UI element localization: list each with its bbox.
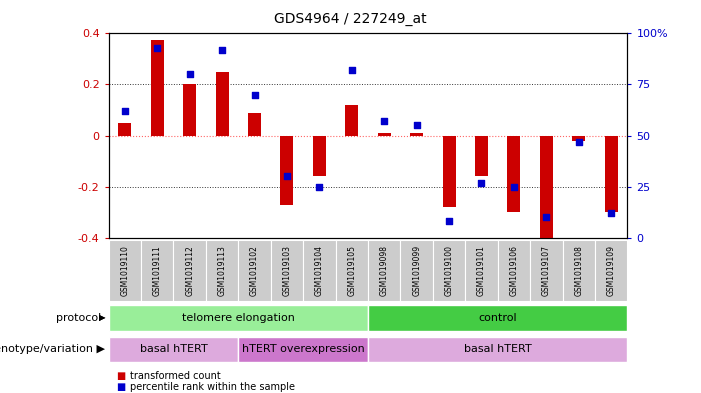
Text: GSM1019104: GSM1019104 <box>315 245 324 296</box>
Point <box>379 118 390 125</box>
Bar <box>313 136 326 176</box>
Bar <box>206 240 238 301</box>
Bar <box>238 337 368 362</box>
Text: percentile rank within the sample: percentile rank within the sample <box>130 382 294 392</box>
Point <box>444 218 455 224</box>
Point <box>217 47 228 53</box>
Bar <box>183 84 196 136</box>
Bar <box>368 337 627 362</box>
Point <box>346 67 358 73</box>
Bar <box>605 136 618 212</box>
Bar <box>433 240 465 301</box>
Bar <box>562 240 595 301</box>
Text: GSM1019103: GSM1019103 <box>283 245 292 296</box>
Text: GSM1019109: GSM1019109 <box>606 245 615 296</box>
Text: ■: ■ <box>116 382 125 392</box>
Bar <box>465 240 498 301</box>
Text: GSM1019101: GSM1019101 <box>477 245 486 296</box>
Bar <box>151 40 164 136</box>
Bar <box>346 105 358 136</box>
Bar <box>475 136 488 176</box>
Text: GSM1019099: GSM1019099 <box>412 244 421 296</box>
Text: GSM1019098: GSM1019098 <box>380 245 389 296</box>
Point <box>184 71 196 77</box>
Text: GSM1019111: GSM1019111 <box>153 245 162 296</box>
Text: GSM1019113: GSM1019113 <box>217 245 226 296</box>
Text: GSM1019107: GSM1019107 <box>542 245 551 296</box>
Point <box>151 44 163 51</box>
Bar <box>400 240 433 301</box>
Bar <box>109 305 368 331</box>
Text: GSM1019108: GSM1019108 <box>574 245 583 296</box>
Bar <box>216 72 229 136</box>
Bar <box>378 133 390 136</box>
Bar <box>280 136 294 204</box>
Point <box>281 173 292 180</box>
Point <box>508 184 519 190</box>
Bar <box>238 240 271 301</box>
Text: protocol: protocol <box>56 313 105 323</box>
Bar <box>595 240 627 301</box>
Bar <box>271 240 303 301</box>
Text: hTERT overexpression: hTERT overexpression <box>242 344 365 354</box>
Bar <box>540 136 553 240</box>
Bar <box>118 123 131 136</box>
Bar <box>109 337 238 362</box>
Point <box>476 180 487 186</box>
Text: GSM1019106: GSM1019106 <box>510 245 519 296</box>
Bar <box>303 240 336 301</box>
Text: control: control <box>478 313 517 323</box>
Text: GSM1019110: GSM1019110 <box>121 245 130 296</box>
Text: GSM1019100: GSM1019100 <box>444 245 454 296</box>
Bar <box>248 112 261 136</box>
Bar <box>109 240 141 301</box>
Point <box>540 214 552 220</box>
Bar <box>508 136 520 212</box>
Point <box>314 184 325 190</box>
Text: basal hTERT: basal hTERT <box>139 344 207 354</box>
Text: GSM1019102: GSM1019102 <box>250 245 259 296</box>
Bar <box>336 240 368 301</box>
Text: transformed count: transformed count <box>130 371 220 382</box>
Bar <box>141 240 174 301</box>
Text: ▶: ▶ <box>99 314 105 322</box>
Bar <box>442 136 456 207</box>
Point <box>606 210 617 217</box>
Text: basal hTERT: basal hTERT <box>464 344 531 354</box>
Text: genotype/variation ▶: genotype/variation ▶ <box>0 344 105 354</box>
Text: GSM1019112: GSM1019112 <box>185 245 194 296</box>
Bar <box>368 305 627 331</box>
Text: ▶: ▶ <box>99 314 105 322</box>
Bar <box>174 240 206 301</box>
Point <box>411 122 422 129</box>
Text: GDS4964 / 227249_at: GDS4964 / 227249_at <box>274 12 427 26</box>
Point <box>573 139 585 145</box>
Text: ■: ■ <box>116 371 125 382</box>
Text: telomere elongation: telomere elongation <box>182 313 295 323</box>
Bar <box>410 133 423 136</box>
Bar <box>368 240 400 301</box>
Bar <box>498 240 530 301</box>
Point <box>119 108 130 114</box>
Bar <box>572 136 585 141</box>
Bar <box>530 240 562 301</box>
Point <box>249 92 260 98</box>
Text: GSM1019105: GSM1019105 <box>347 245 356 296</box>
